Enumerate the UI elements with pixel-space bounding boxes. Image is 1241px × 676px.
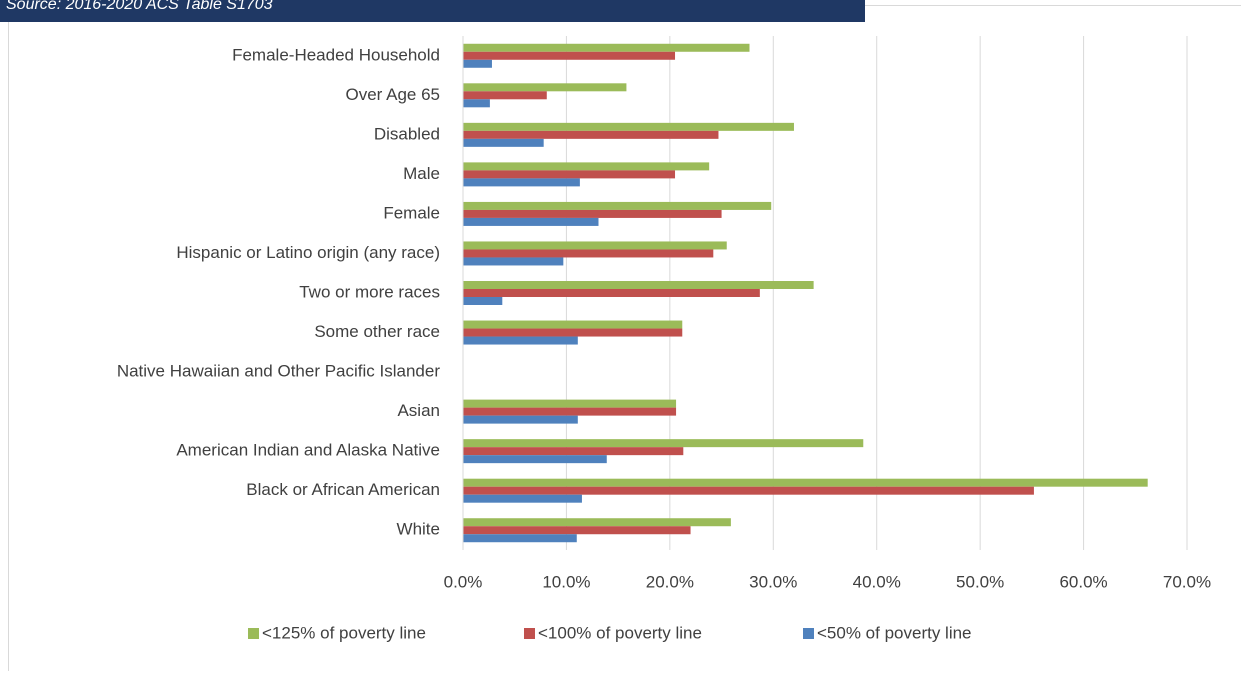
x-tick-label: 40.0% xyxy=(853,572,901,591)
bar xyxy=(463,249,714,258)
bar xyxy=(463,130,719,139)
bar xyxy=(463,297,503,305)
legend-label: <125% of poverty line xyxy=(262,623,426,642)
y-tick-label: Some other race xyxy=(314,322,440,341)
bar xyxy=(463,455,607,464)
x-tick-label: 30.0% xyxy=(749,572,797,591)
bar xyxy=(463,281,814,289)
y-tick-label: Male xyxy=(403,164,440,183)
x-tick-label: 20.0% xyxy=(646,572,694,591)
bar xyxy=(463,122,794,131)
y-tick-label: American Indian and Alaska Native xyxy=(176,441,440,460)
bar xyxy=(463,201,772,210)
bar xyxy=(463,209,722,218)
bar xyxy=(463,336,578,345)
bar xyxy=(463,257,564,266)
bar xyxy=(463,399,677,408)
legend-swatch xyxy=(803,628,814,639)
x-tick-label: 10.0% xyxy=(542,572,590,591)
bar xyxy=(463,99,490,108)
y-tick-label: Hispanic or Latino origin (any race) xyxy=(176,243,440,262)
bar xyxy=(463,217,599,226)
x-tick-label: 50.0% xyxy=(956,572,1004,591)
y-tick-label: Asian xyxy=(397,401,440,420)
bar xyxy=(463,526,691,535)
bar xyxy=(463,241,727,250)
bar xyxy=(463,178,580,187)
y-tick-label: White xyxy=(397,520,440,539)
y-tick-label: Female-Headed Household xyxy=(232,45,440,64)
bar xyxy=(463,289,760,297)
bar xyxy=(463,518,731,527)
y-tick-label: Two or more races xyxy=(299,282,440,301)
bar xyxy=(463,162,710,171)
bar xyxy=(463,138,544,147)
legend-label: <50% of poverty line xyxy=(817,623,972,642)
bar xyxy=(463,91,547,100)
bar xyxy=(463,320,683,329)
bar xyxy=(463,494,582,503)
x-tick-label: 0.0% xyxy=(444,572,483,591)
banner xyxy=(0,0,865,22)
legend-swatch xyxy=(248,628,259,639)
x-tick-label: 70.0% xyxy=(1163,572,1211,591)
bar xyxy=(463,447,684,456)
y-tick-label: Over Age 65 xyxy=(345,85,440,104)
chart-subtitle: Source: 2016-2020 ACS Table S1703 xyxy=(6,0,273,13)
bar xyxy=(463,439,864,448)
bar xyxy=(463,486,1034,495)
bar xyxy=(463,534,577,543)
legend-swatch xyxy=(524,628,535,639)
legend-label: <100% of poverty line xyxy=(538,623,702,642)
bar xyxy=(463,43,750,52)
y-tick-label: Black or African American xyxy=(246,480,440,499)
bar xyxy=(463,407,677,416)
bar xyxy=(463,83,627,92)
y-tick-label: Disabled xyxy=(374,124,440,143)
bar xyxy=(463,59,492,68)
bar xyxy=(463,415,578,424)
bar xyxy=(463,51,676,60)
bar xyxy=(463,170,676,179)
y-tick-label: Native Hawaiian and Other Pacific Island… xyxy=(117,362,440,381)
bar xyxy=(463,478,1148,487)
y-tick-label: Female xyxy=(383,203,440,222)
x-tick-label: 60.0% xyxy=(1059,572,1107,591)
bar xyxy=(463,328,683,337)
